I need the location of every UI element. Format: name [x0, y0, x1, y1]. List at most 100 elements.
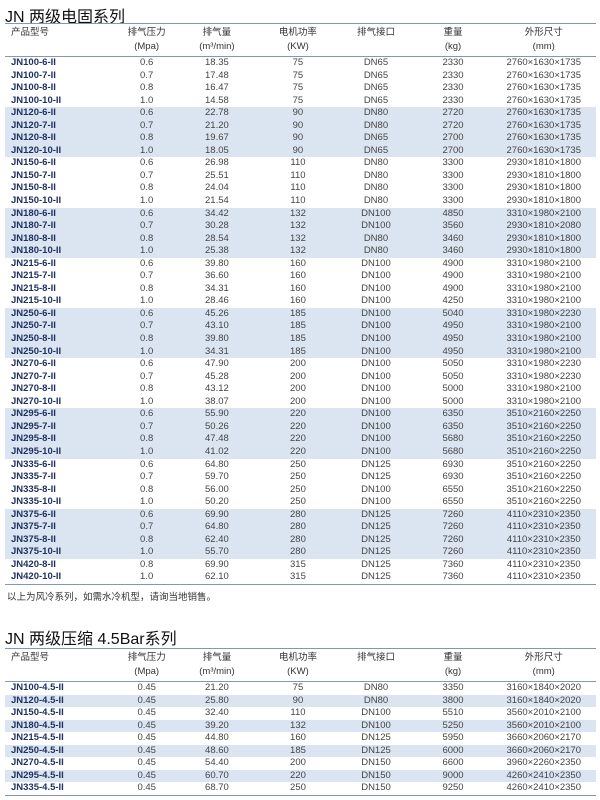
table-cell: 25.38: [175, 245, 259, 258]
table-cell: 0.7: [117, 119, 176, 133]
table-row: JN150-4.5-II 0.45 32.40 110 DN100 5510 3560×20…: [5, 707, 596, 720]
table-cell: 0.45: [137, 782, 156, 794]
table-cell: 185: [258, 744, 338, 758]
model-cell: JN270-10-II: [11, 395, 62, 407]
table-cell: 0.6: [140, 157, 154, 169]
header-text: 重量: [443, 652, 463, 663]
table-cell: 69.90: [175, 508, 259, 522]
table-cell: 200: [290, 370, 306, 382]
table-cell: 90: [258, 132, 338, 145]
table-cell: DN80: [363, 682, 389, 693]
table-cell: DN80: [337, 245, 415, 258]
table-cell: 2720: [414, 107, 492, 120]
model-cell: JN180-8-II: [5, 232, 118, 246]
table-cell: 6000: [414, 744, 492, 758]
model-cell: JN100-4.5-II: [11, 682, 64, 693]
table-cell: 4260×2410×2350: [491, 769, 596, 783]
table-row: JN180-7-II 0.7 30.28 132 DN100 3560 2930×1810×…: [5, 220, 596, 233]
table-cell: DN80: [337, 107, 415, 120]
table-cell: DN125: [337, 546, 415, 559]
table-row: JN120-8-II 0.8 19.67 90 DN65 2700 2760×1630×17…: [5, 132, 596, 145]
table-cell: 315: [290, 571, 306, 583]
table-cell: 4900: [442, 257, 464, 269]
table-row: JN250-4.5-II 0.45 48.60 185 DN125 6000 3660×20…: [5, 744, 596, 758]
table-cell: 5680: [414, 445, 492, 459]
model-cell: JN215-4.5-II: [11, 732, 64, 744]
column-header: 产品型号: [5, 24, 118, 57]
table-cell: 56.00: [205, 483, 229, 495]
table-cell: 280: [258, 521, 338, 534]
table-cell: 7260: [414, 546, 492, 559]
header-text: 电机功率: [278, 652, 317, 663]
table-cell: 5510: [442, 707, 464, 719]
table-cell: 55.90: [175, 408, 259, 421]
model-cell: JN295-8-II: [5, 433, 118, 446]
column-header: 排气接口: [337, 24, 414, 57]
table-cell: 34.42: [175, 207, 259, 221]
table-row: JN335-7-II 0.7 59.70 250 DN125 6930 3510×2160×…: [5, 471, 596, 484]
model-cell: JN335-8-II: [11, 483, 56, 495]
model-cell: JN120-7-II: [5, 119, 118, 133]
model-cell: JN420-10-II: [11, 571, 62, 583]
table-row: JN270-8-II 0.8 43.12 200 DN100 5000 3310×1980×…: [5, 383, 596, 396]
table-cell: 1.0: [140, 571, 154, 583]
table-row: JN150-6-II 0.6 26.98 110 DN80 3300 2930×1810×1…: [5, 157, 596, 170]
table-row: JN295-4.5-II 0.45 60.70 220 DN150 9000 4260×24…: [5, 769, 596, 783]
table-cell: DN100: [337, 207, 415, 221]
model-cell: JN180-6-II: [5, 207, 118, 221]
table-cell: 0.7: [117, 220, 176, 233]
table-cell: 68.70: [205, 782, 229, 794]
table-cell: DN65: [363, 57, 389, 68]
model-cell: JN215-10-II: [11, 295, 62, 307]
model-cell: JN100-6-II: [11, 57, 56, 68]
header-text: (Mpa): [134, 41, 160, 52]
table-cell: 3160×1840×2020: [506, 682, 582, 693]
table-cell: 47.48: [175, 433, 259, 446]
table-cell: 18.05: [175, 144, 259, 158]
table-cell: 110: [290, 707, 306, 719]
table-row: JN335-6-II 0.6 64.80 250 DN125 6930 3510×2160×…: [5, 459, 596, 472]
table-cell: 6930: [442, 458, 464, 470]
table-cell: 0.6: [140, 57, 154, 68]
header-text: (KW): [287, 666, 309, 677]
table-cell: 220: [258, 420, 338, 434]
table-cell: 5250: [414, 719, 492, 733]
table-row: JN250-10-II 1.0 34.31 185 DN100 4950 3310×1980…: [5, 345, 596, 359]
table-row: JN120-4.5-II 0.45 25.80 90 DN80 3800 3160×1840…: [5, 694, 596, 708]
table-cell: 0.7: [140, 169, 154, 181]
table-cell: 6350: [414, 420, 492, 434]
table-cell: 6350: [414, 408, 492, 421]
table-cell: 0.6: [140, 458, 154, 470]
table-cell: 50.20: [205, 496, 229, 508]
table-cell: DN80: [363, 182, 389, 194]
header-text: 排气压力: [127, 652, 166, 663]
table-row: JN180-8-II 0.8 28.54 132 DN80 3460 2930×1810×1…: [5, 232, 596, 246]
table-cell: 7360: [442, 571, 464, 583]
model-cell: JN100-7-II: [11, 69, 56, 81]
table-row: JN215-6-II 0.6 39.80 160 DN100 4900 3310×1980×…: [5, 258, 596, 271]
table-cell: 41.02: [175, 445, 259, 459]
table-cell: 3510×2160×2250: [506, 458, 582, 470]
table-row: JN270-4.5-II 0.45 54.40 200 DN150 6600 3960×22…: [5, 757, 596, 770]
table-cell: 4110×2310×2350: [506, 558, 581, 570]
header-text: 产品型号: [11, 27, 50, 38]
table-cell: 2760×1630×1735: [506, 69, 582, 81]
table-cell: DN100: [337, 320, 415, 334]
table-cell: 2330: [442, 57, 464, 68]
model-cell: JN375-7-II: [5, 521, 118, 534]
table-cell: DN100: [361, 496, 391, 508]
table-cell: 160: [290, 282, 306, 294]
table-cell: DN80: [337, 119, 415, 133]
table-cell: 7260: [414, 521, 492, 534]
table-cell: 3510×2160×2250: [506, 483, 582, 495]
table-cell: 4950: [414, 333, 492, 346]
table-cell: 1.0: [117, 546, 176, 559]
table-cell: 0.8: [140, 282, 154, 294]
table-cell: 110: [290, 182, 306, 194]
table-cell: DN100: [337, 408, 415, 421]
table-row: JN215-8-II 0.8 34.31 160 DN100 4900 3310×1980×…: [5, 283, 596, 296]
table-note: 以上为风冷系列，如需水冷机型，请询当地销售。: [7, 592, 217, 603]
table-row: JN335-10-II 1.0 50.20 250 DN100 6550 3510×2160…: [5, 496, 596, 509]
table-cell: 1.0: [140, 496, 154, 508]
table-cell: 2760×1630×1735: [506, 82, 582, 94]
